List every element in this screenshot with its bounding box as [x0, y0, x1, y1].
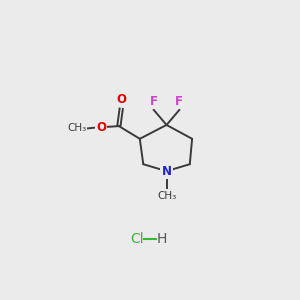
Text: H: H	[157, 232, 167, 246]
Text: Cl: Cl	[131, 232, 144, 246]
Text: N: N	[161, 165, 172, 178]
Text: F: F	[150, 95, 158, 108]
Text: F: F	[175, 95, 183, 108]
Text: CH₃: CH₃	[157, 191, 176, 201]
Text: O: O	[96, 121, 106, 134]
Text: O: O	[116, 94, 126, 106]
Text: CH₃: CH₃	[67, 123, 86, 134]
